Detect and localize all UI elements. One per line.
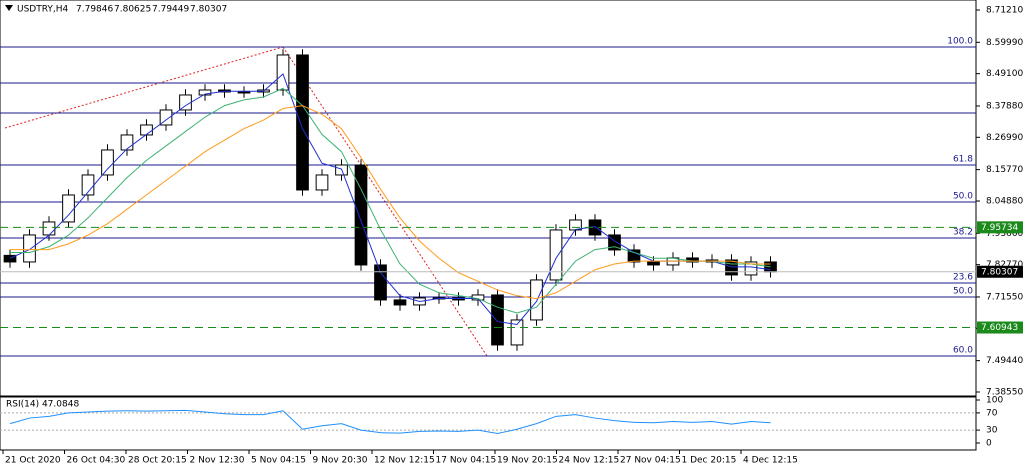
y-tick-label: 7.82770 bbox=[986, 260, 1023, 270]
chart-title: USDTRY,H4 bbox=[17, 5, 69, 15]
fib-label: 50.0 bbox=[953, 191, 973, 201]
symbol-icon bbox=[5, 5, 13, 11]
x-tick-label: 12 Nov 12:15 bbox=[374, 456, 435, 466]
candle-body bbox=[276, 54, 290, 91]
fib-label: 60.0 bbox=[953, 345, 973, 355]
quote: 7.80307 bbox=[190, 5, 227, 15]
moving-average bbox=[10, 105, 771, 300]
quote: 7.79449 bbox=[152, 5, 189, 15]
rsi-tick-label: 100 bbox=[986, 396, 1003, 406]
candle-body bbox=[530, 279, 543, 321]
fib-label: 38.2 bbox=[953, 227, 973, 237]
price-tag-label: 7.80307 bbox=[981, 267, 1018, 277]
y-tick-label: 8.26990 bbox=[986, 133, 1023, 143]
y-tick-label: 8.59990 bbox=[986, 38, 1023, 48]
rsi-title: RSI(14) 47.0848 bbox=[6, 400, 79, 410]
main-panel bbox=[0, 0, 977, 397]
x-tick-label: 2 Nov 12:30 bbox=[190, 456, 245, 466]
candle-body bbox=[179, 94, 192, 111]
y-tick-label: 8.49100 bbox=[986, 69, 1023, 79]
y-tick-label: 8.37880 bbox=[986, 101, 1023, 111]
candle-body bbox=[101, 149, 114, 176]
candle-body bbox=[42, 221, 56, 236]
price-tag bbox=[977, 221, 1023, 234]
candle-body bbox=[159, 109, 173, 126]
rsi-tick-label: 30 bbox=[986, 426, 998, 436]
fib-label: 23.6 bbox=[953, 272, 973, 282]
candle-body bbox=[62, 194, 75, 223]
x-tick-label: 26 Oct 04:30 bbox=[67, 456, 126, 466]
candle-body bbox=[140, 124, 153, 136]
x-tick-label: 9 Nov 20:30 bbox=[313, 456, 368, 466]
rsi-tick-label: 0 bbox=[986, 439, 992, 449]
x-tick-label: 17 Nov 04:15 bbox=[436, 456, 497, 466]
quote: 7.80625 bbox=[114, 5, 151, 15]
rsi-panel bbox=[0, 396, 977, 451]
candle-body bbox=[3, 254, 17, 263]
y-tick-label: 7.38550 bbox=[986, 388, 1023, 398]
rsi-tick-label: 70 bbox=[986, 408, 998, 418]
candle-body bbox=[237, 91, 251, 94]
candle-body bbox=[296, 54, 309, 191]
candle-body bbox=[549, 229, 563, 281]
candle-body bbox=[393, 299, 407, 306]
fib-label: 61.8 bbox=[953, 154, 973, 164]
candle-body bbox=[647, 261, 660, 266]
fib-anchor bbox=[4, 46, 284, 129]
candle-body bbox=[315, 174, 329, 191]
candle-body bbox=[23, 234, 36, 263]
price-tag bbox=[977, 265, 1023, 278]
x-tick-label: 24 Nov 12:15 bbox=[559, 456, 620, 466]
candle-body bbox=[120, 134, 134, 151]
y-tick-label: 8.15770 bbox=[986, 165, 1023, 175]
candle-body bbox=[744, 261, 758, 276]
y-tick-label: 7.49440 bbox=[986, 356, 1023, 366]
candle-body bbox=[627, 249, 641, 263]
y-tick-label: 8.71210 bbox=[986, 6, 1023, 16]
price-tag bbox=[977, 321, 1023, 334]
candle-body bbox=[608, 234, 621, 251]
x-tick-label: 5 Nov 04:15 bbox=[251, 456, 306, 466]
rsi-line bbox=[9, 409, 771, 435]
x-tick-label: 1 Dec 20:15 bbox=[682, 456, 737, 466]
x-tick-label: 27 Nov 04:15 bbox=[620, 456, 681, 466]
y-tick-label: 7.71550 bbox=[986, 292, 1023, 302]
fib-label: 50.0 bbox=[953, 286, 973, 296]
price-tag-label: 7.95734 bbox=[981, 223, 1018, 233]
candle-body bbox=[491, 294, 504, 346]
candle-body bbox=[354, 164, 368, 266]
y-tick-label: 7.93660 bbox=[986, 229, 1023, 239]
candle-body bbox=[510, 319, 524, 346]
x-tick-label: 4 Dec 12:15 bbox=[743, 456, 798, 466]
y-tick-label: 8.04880 bbox=[986, 197, 1023, 207]
moving-average bbox=[9, 73, 771, 326]
x-tick-label: 21 Oct 2020 bbox=[5, 456, 61, 466]
candle-body bbox=[725, 259, 738, 276]
x-tick-label: 19 Nov 20:15 bbox=[497, 456, 558, 466]
candle-body bbox=[198, 89, 212, 96]
x-tick-label: 28 Oct 20:15 bbox=[128, 456, 187, 466]
quote: 7.79846 bbox=[76, 5, 113, 15]
moving-average bbox=[10, 87, 771, 314]
fib-label: 100.0 bbox=[947, 37, 973, 47]
price-tag-label: 7.60943 bbox=[981, 323, 1018, 333]
candle-body bbox=[374, 264, 387, 301]
